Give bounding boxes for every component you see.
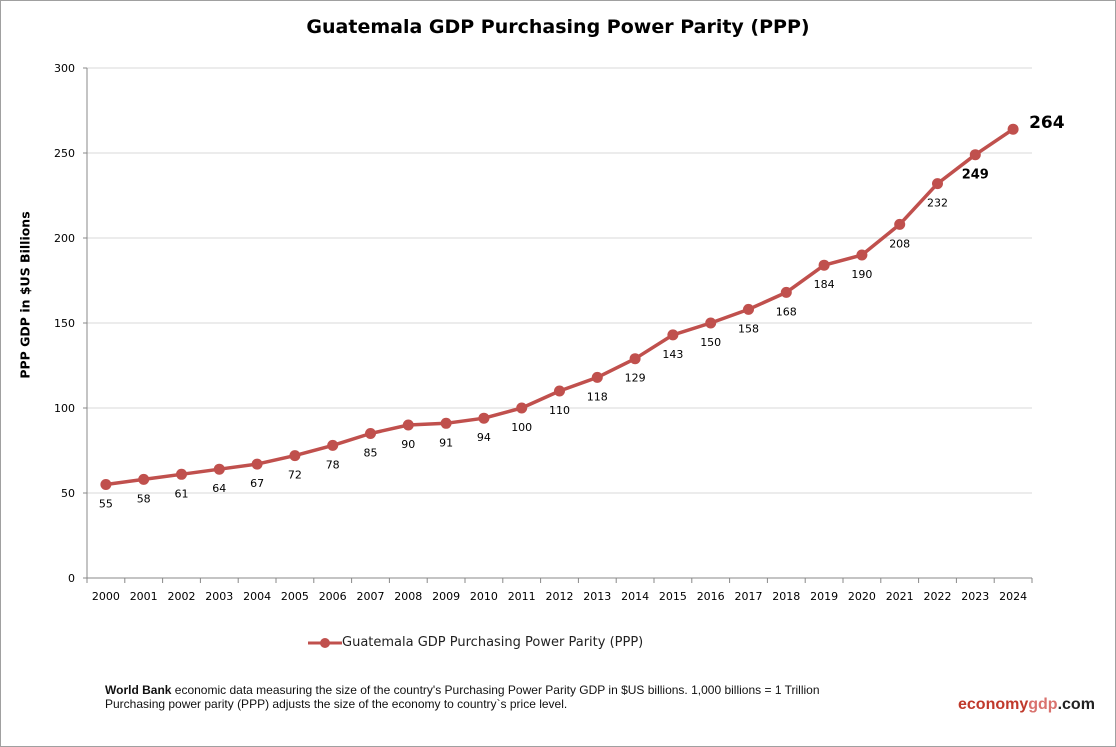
y-tick-label: 250 [54,147,75,160]
data-point [780,286,792,298]
x-tick-label: 2020 [848,590,876,603]
data-point [213,463,225,475]
data-point [251,458,263,470]
x-tick-label: 2000 [92,590,120,603]
data-point [591,371,603,383]
data-label: 67 [250,477,264,490]
x-tick-label: 2011 [508,590,536,603]
x-tick-label: 2013 [583,590,611,603]
data-label: 61 [175,487,189,500]
data-label: 55 [99,498,113,511]
x-tick-label: 2004 [243,590,271,603]
data-point [554,385,565,397]
footer-line1: economic data measuring the size of the … [171,683,820,697]
data-point [516,402,528,414]
x-tick-label: 2002 [168,590,196,603]
data-label: 264 [1029,113,1065,133]
brand-part2: gdp [1028,696,1058,713]
x-tick-label: 2003 [205,590,233,603]
y-tick-label: 150 [54,317,75,330]
data-label: 78 [326,458,340,471]
x-tick-label: 2005 [281,590,309,603]
data-label: 94 [477,431,491,444]
x-tick-label: 2021 [886,590,914,603]
data-point [402,419,414,431]
data-point [629,353,641,365]
data-point [743,303,754,315]
data-point [894,218,906,230]
data-point [969,149,981,161]
data-label: 72 [288,469,302,482]
data-point [478,412,490,424]
x-tick-label: 2016 [697,590,725,603]
data-label: 190 [851,268,872,281]
data-label: 208 [889,237,910,250]
y-tick-label: 200 [54,232,75,245]
brand-part3: .com [1057,696,1095,713]
x-tick-label: 2009 [432,590,460,603]
data-label: 249 [962,168,989,183]
legend-label: Guatemala GDP Purchasing Power Parity (P… [342,635,644,650]
y-tick-label: 50 [61,487,75,500]
data-point [705,317,717,329]
brand-part1: economy [958,696,1029,713]
data-label: 85 [364,447,378,460]
x-tick-label: 2017 [735,590,763,603]
y-tick-label: 0 [68,572,75,585]
data-point [667,329,679,341]
x-tick-label: 2010 [470,590,498,603]
data-point [327,439,339,451]
data-point [932,178,943,190]
x-tick-label: 2024 [999,590,1027,603]
x-tick-label: 2014 [621,590,649,603]
data-point [176,468,187,480]
data-label: 64 [212,482,226,495]
x-tick-label: 2006 [319,590,347,603]
data-point [856,249,868,261]
x-tick-label: 2023 [961,590,989,603]
data-point [440,417,452,429]
data-label: 100 [511,421,532,434]
data-point [1007,123,1019,135]
data-point [100,479,112,490]
data-label: 150 [700,336,721,349]
x-tick-label: 2015 [659,590,687,603]
x-tick-label: 2022 [924,590,952,603]
data-label: 184 [814,278,835,291]
data-label: 232 [927,197,948,210]
data-label: 143 [662,348,683,361]
legend: Guatemala GDP Purchasing Power Parity (P… [308,635,643,650]
y-tick-label: 300 [54,62,75,75]
x-tick-label: 2008 [394,590,422,603]
data-label: 168 [776,305,797,318]
x-tick-label: 2007 [357,590,385,603]
footer-note: World Bank economic data measuring the s… [105,683,820,711]
data-point [365,428,376,439]
y-tick-label: 100 [54,402,75,415]
x-tick-label: 2012 [546,590,574,603]
data-label: 110 [549,404,570,417]
x-tick-label: 2001 [130,590,158,603]
data-point [138,473,150,485]
footer-line2: Purchasing power parity (PPP) adjusts th… [105,697,568,711]
brand-logo[interactable]: economygdp.com [958,696,1095,714]
data-label: 129 [625,372,646,385]
x-tick-label: 2018 [772,590,800,603]
legend-marker-icon [308,637,342,648]
chart-title: Guatemala GDP Purchasing Power Parity (P… [306,16,810,38]
series-line [105,127,1015,487]
data-label: 158 [738,322,759,335]
data-label: 91 [439,436,453,449]
data-label: 58 [137,492,151,505]
footer-source: World Bank [105,683,172,697]
data-point [818,259,830,271]
data-label: 118 [587,390,608,403]
x-tick-label: 2019 [810,590,838,603]
data-label: 90 [401,438,415,451]
data-point [289,450,301,462]
